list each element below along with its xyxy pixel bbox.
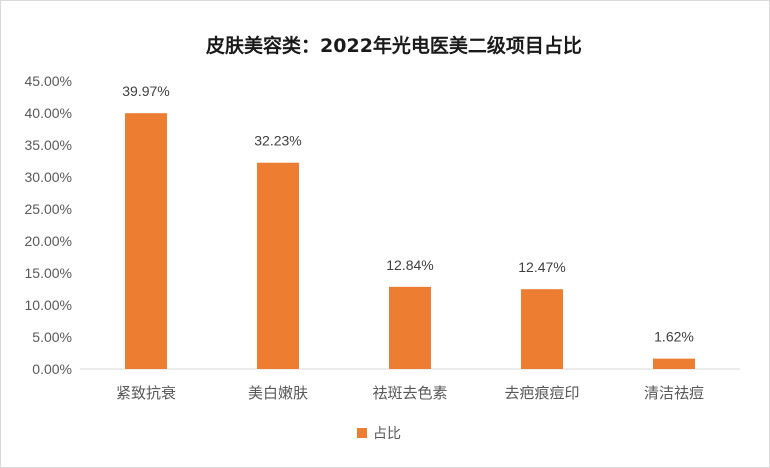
x-category-label: 祛斑去色素 — [372, 384, 447, 402]
legend: 占比 — [357, 426, 401, 442]
legend-swatch — [357, 428, 367, 438]
bar — [653, 358, 695, 369]
y-tick-label: 35.00% — [25, 137, 72, 153]
x-category-label: 紧致抗衰 — [116, 384, 176, 402]
y-tick-label: 5.00% — [32, 329, 72, 345]
data-label: 1.62% — [654, 329, 694, 345]
x-category-label: 去疤痕痘印 — [504, 384, 579, 402]
data-label: 12.84% — [386, 257, 433, 273]
y-tick-label: 20.00% — [25, 233, 72, 249]
y-tick-label: 45.00% — [25, 73, 72, 89]
chart-title: 皮肤美容类：2022年光电医美二级项目占比 — [206, 34, 582, 57]
data-label: 32.23% — [254, 133, 301, 149]
bar — [389, 286, 431, 369]
bar — [257, 162, 299, 369]
legend-label: 占比 — [373, 426, 401, 442]
x-category-label: 美白嫩肤 — [248, 384, 308, 402]
data-label: 12.47% — [518, 259, 565, 275]
bar — [125, 113, 167, 369]
bars: 39.97% 紧致抗衰 32.23% 美白嫩肤 12.84% 祛斑去色素 12.47% 去疤痕… — [116, 83, 704, 402]
y-tick-label: 25.00% — [25, 201, 72, 217]
x-category-label: 清洁祛痘 — [644, 384, 704, 402]
data-label: 39.97% — [122, 83, 169, 99]
y-tick-label: 15.00% — [25, 265, 72, 281]
y-axis: 0.00% 5.00% 10.00% 15.00% 20.00% 25.00% 30.00%… — [25, 73, 72, 377]
y-tick-label: 10.00% — [25, 297, 72, 313]
bar — [521, 289, 563, 369]
y-tick-label: 30.00% — [25, 169, 72, 185]
y-tick-label: 0.00% — [32, 361, 72, 377]
y-tick-label: 40.00% — [25, 105, 72, 121]
